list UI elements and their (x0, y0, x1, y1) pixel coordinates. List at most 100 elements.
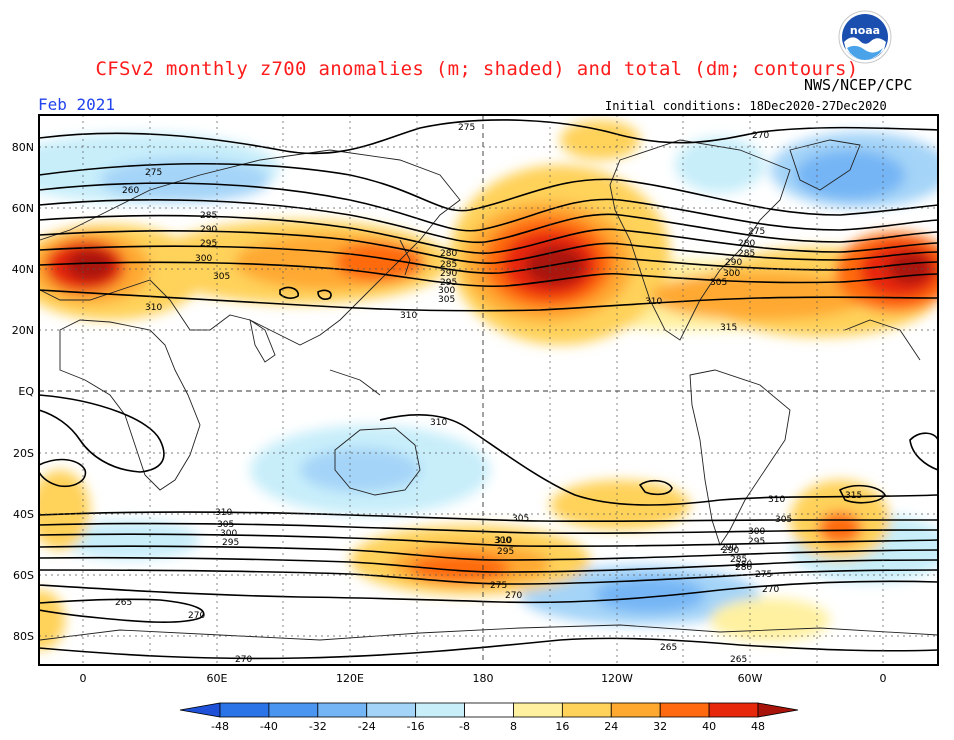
contour-label: 280 (440, 249, 457, 259)
lat-label: 80S (13, 630, 34, 643)
contour-label: 295 (440, 278, 457, 288)
colorbar-label: 24 (604, 720, 618, 733)
colorbar-swatch (610, 702, 661, 718)
colorbar-label: 48 (751, 720, 765, 733)
contour-label: 285 (440, 260, 457, 270)
lat-label: 40S (13, 508, 34, 521)
colorbar-swatch (561, 702, 612, 718)
contour-label: 280 (738, 239, 755, 249)
contour-label: 315 (845, 491, 862, 501)
forecast-month: Feb 2021 (38, 95, 116, 114)
colorbar-swatch (366, 702, 417, 718)
map-frame (38, 114, 939, 666)
colorbar-label: 32 (653, 720, 667, 733)
colorbar-label: -8 (459, 720, 470, 733)
contour-label: 265 (730, 655, 747, 665)
contour-label: 310 (768, 495, 785, 505)
contour-label: 295 (748, 537, 765, 547)
chart-title: CFSv2 monthly z700 anomalies (m; shaded)… (95, 58, 859, 80)
contour-label: 280 (735, 560, 752, 570)
colorbar-label: -32 (309, 720, 327, 733)
contour-label: 290 (722, 546, 739, 556)
colorbar-swatch (464, 702, 514, 718)
colorbar-swatch (415, 702, 465, 718)
contour-label: 310 (430, 418, 447, 428)
colorbar-label: 8 (510, 720, 517, 733)
lat-label: 80N (12, 141, 34, 154)
contour-label: 310 (495, 536, 512, 546)
contour-label: 300 (723, 269, 740, 279)
contour-label: 300 (195, 254, 212, 264)
lon-label: 0 (80, 672, 87, 685)
lon-label: 120W (601, 672, 633, 685)
contour-label: 265 (115, 598, 132, 608)
contour-label: 285 (200, 211, 217, 221)
contour-label: 300 (748, 527, 765, 537)
contour-label: 285 (730, 555, 747, 565)
lon-label: 180 (473, 672, 494, 685)
contour-label: 300 (494, 536, 511, 546)
height-contours (39, 119, 938, 660)
lon-label: 60E (207, 672, 228, 685)
lat-axis: 80N 60N 40N 20N EQ 20S 40S 60S 80S (12, 141, 35, 643)
lat-label: 20S (13, 447, 34, 460)
contour-label: 260 (122, 186, 139, 196)
contour-label: 275 (748, 227, 765, 237)
contour-label: 305 (438, 295, 455, 305)
contour-label: 310 (145, 303, 162, 313)
colorbar-label: -16 (407, 720, 425, 733)
colorbar-swatch (659, 702, 710, 718)
lon-label: 0 (880, 672, 887, 685)
lat-label: 40N (12, 263, 34, 276)
contour-label: 290 (440, 269, 457, 279)
contour-label: 270 (752, 131, 769, 141)
contour-label: 300 (438, 286, 455, 296)
contour-label: 310 (400, 311, 417, 321)
colorbar-swatch (513, 702, 563, 718)
contour-label: 310 (215, 508, 232, 518)
contour-label: 310 (645, 297, 662, 307)
contour-label: 295 (222, 538, 239, 548)
colorbar-swatch (268, 702, 319, 718)
colorbar-label: -48 (211, 720, 229, 733)
contour-label: 265 (660, 643, 677, 653)
colorbar-arrow-high (757, 702, 799, 718)
contour-label: 305 (213, 272, 230, 282)
colorbar-label: 40 (702, 720, 716, 733)
colorbar-label: 16 (555, 720, 569, 733)
lat-label: EQ (18, 385, 34, 398)
contour-label: 315 (720, 323, 737, 333)
noaa-logo: noaa (838, 10, 892, 64)
colorbar-swatch (317, 702, 368, 718)
coastlines (39, 139, 938, 641)
colorbar-label: -24 (358, 720, 376, 733)
lon-label: 120E (336, 672, 364, 685)
contour-label: 275 (458, 123, 475, 133)
contour-label: 270 (762, 585, 779, 595)
contour-label: 305 (775, 515, 792, 525)
contour-label: 290 (720, 543, 737, 553)
logo-text: noaa (850, 24, 880, 37)
contour-label: 305 (512, 514, 529, 524)
contour-label: 275 (490, 581, 507, 591)
equator-dateline (39, 115, 938, 665)
contour-label: 280 (735, 563, 752, 573)
initial-conditions: Initial conditions: 18Dec2020-27Dec2020 (605, 99, 887, 113)
colorbar-label: -40 (260, 720, 278, 733)
lon-label: 60W (738, 672, 763, 685)
contour-label: 275 (755, 570, 772, 580)
contour-label: 295 (497, 547, 514, 557)
colorbar-swatch (219, 702, 270, 718)
lat-label: 60N (12, 202, 34, 215)
lat-label: 20N (12, 324, 34, 337)
contour-label: 285 (738, 249, 755, 259)
contour-label: 300 (220, 529, 237, 539)
contour-label: 290 (200, 225, 217, 235)
contour-label: 305 (217, 520, 234, 530)
agency-label: NWS/NCEP/CPC (804, 76, 913, 94)
lon-axis: 0 60E 120E 180 120W 60W 0 (80, 672, 887, 685)
contour-label: 295 (200, 239, 217, 249)
contour-label: 270 (505, 591, 522, 601)
contour-label: 270 (235, 655, 252, 665)
